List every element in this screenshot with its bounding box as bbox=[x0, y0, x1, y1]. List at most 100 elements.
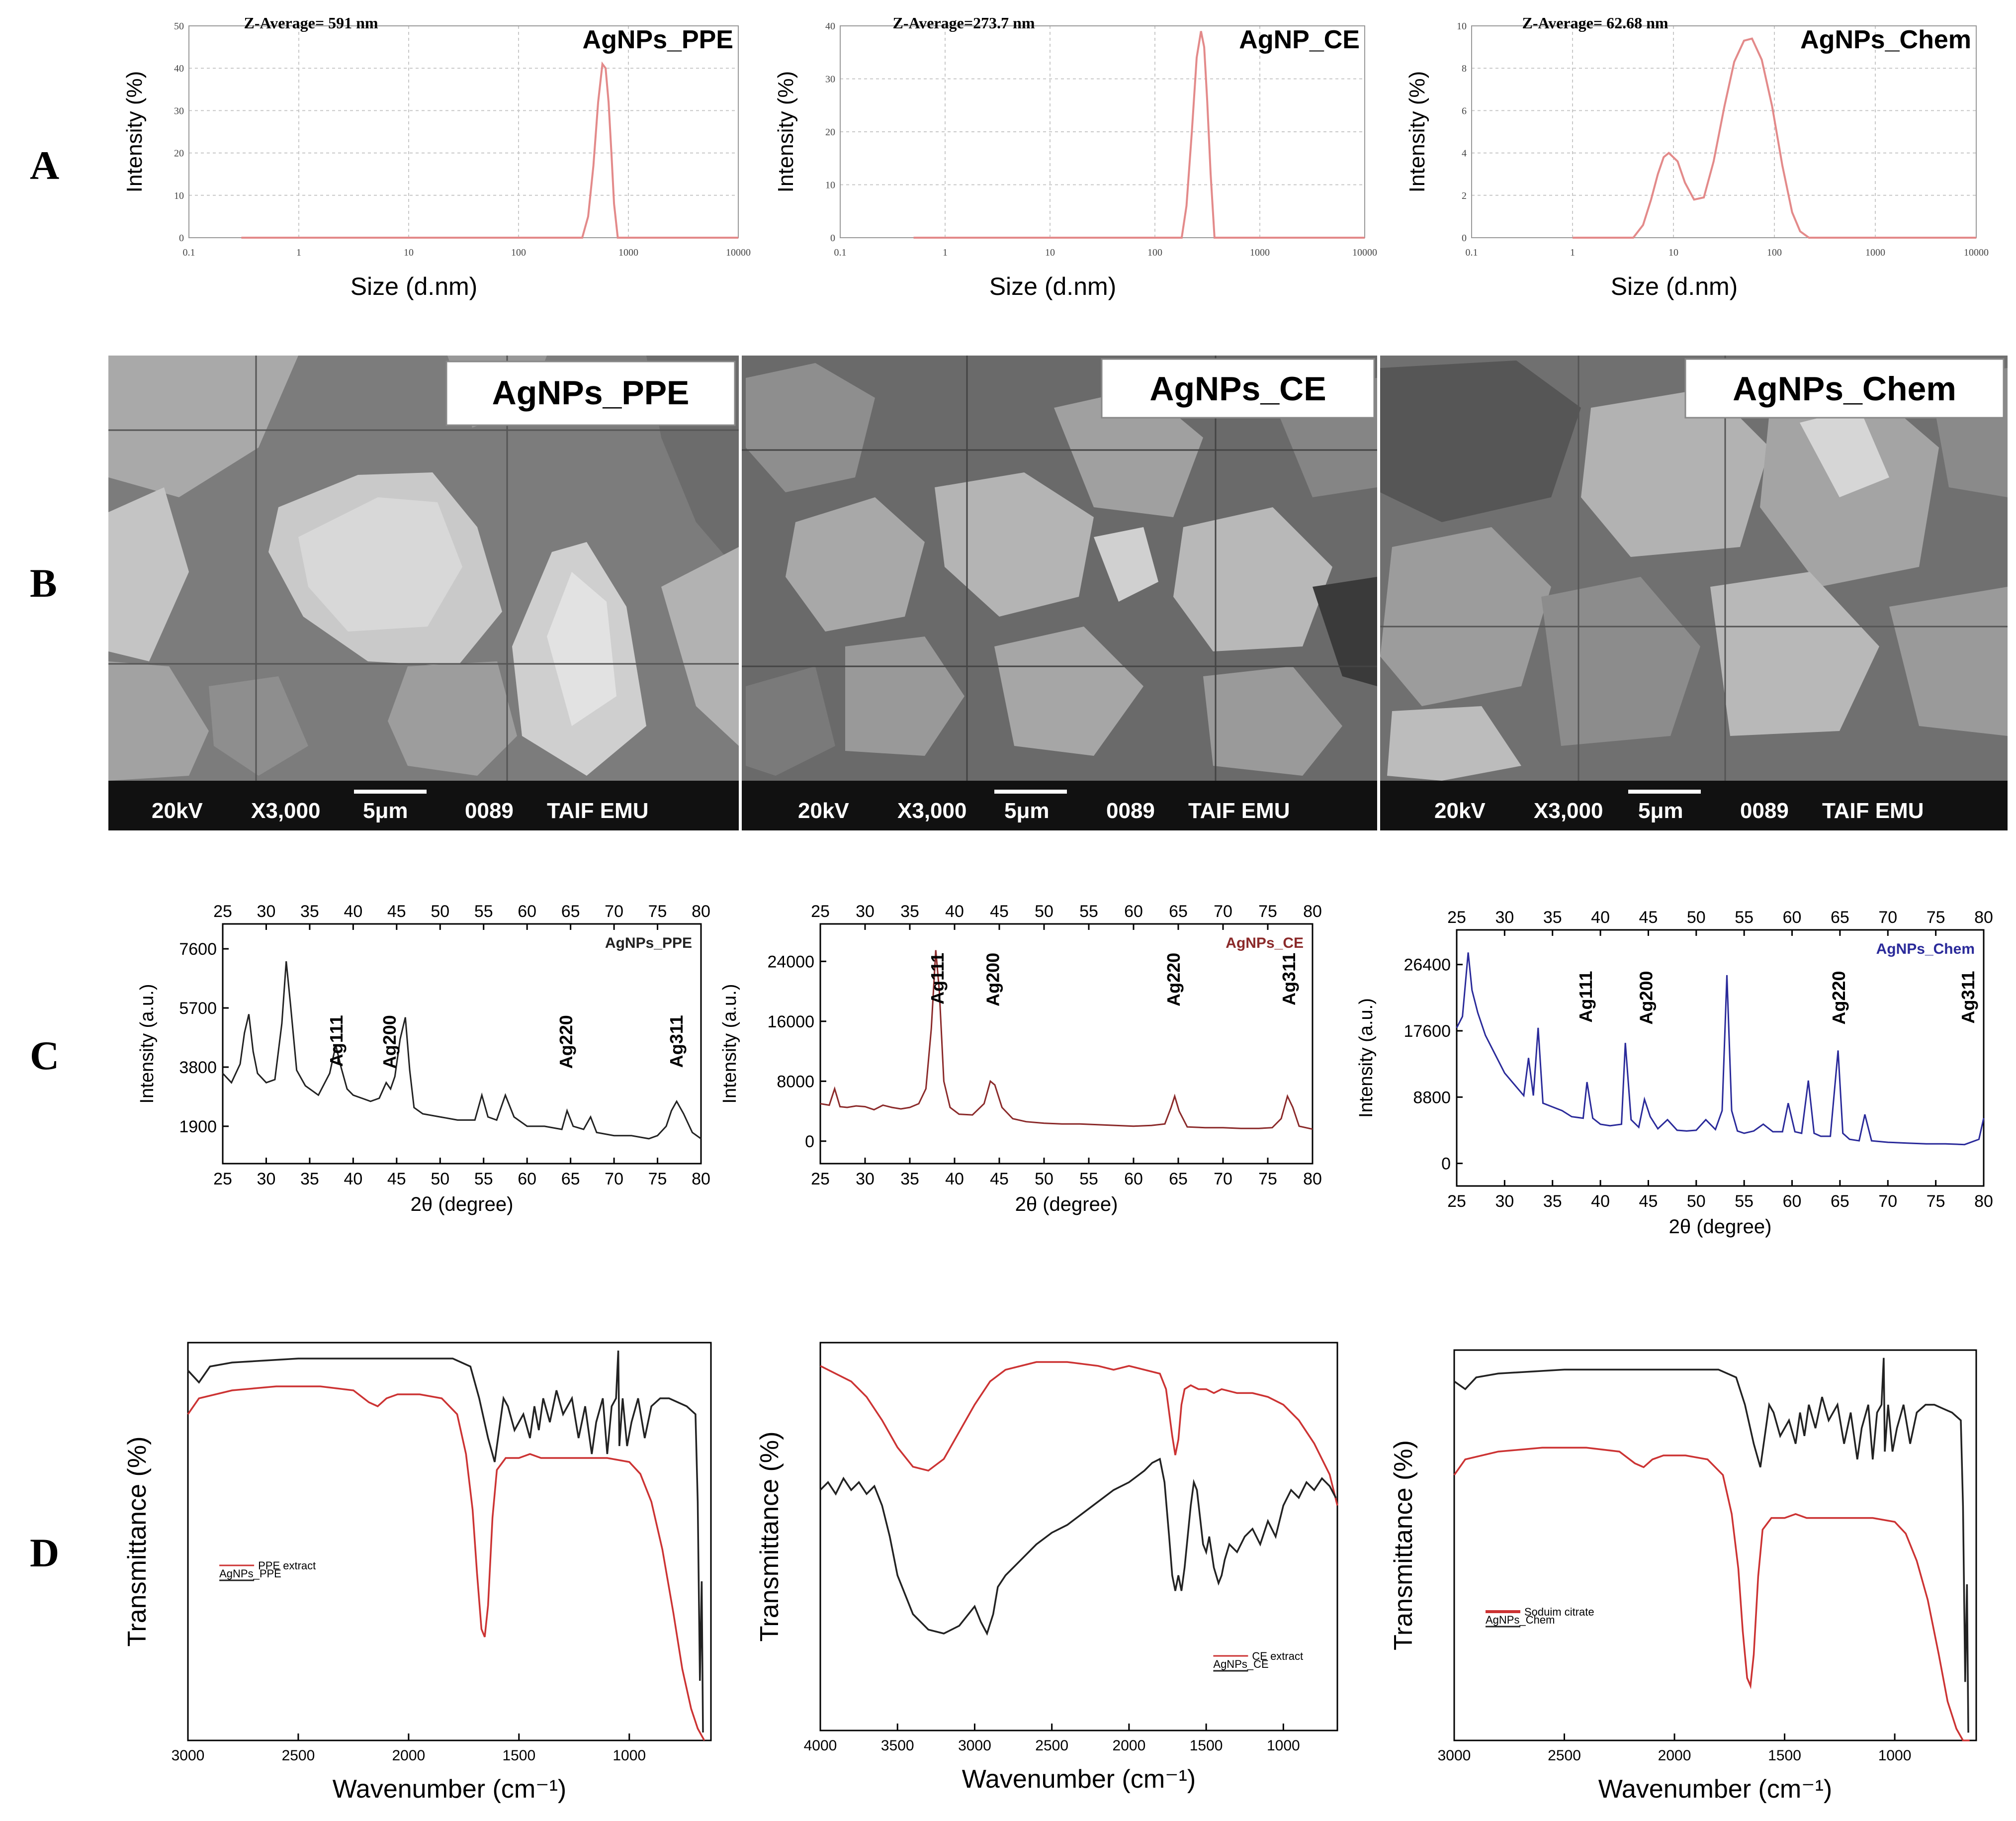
sem-ce-voltage: 20kV bbox=[798, 799, 849, 823]
xrd-ppe-x-tick-label: 40 bbox=[344, 1170, 362, 1188]
xrd-ppe-x-tick-label: 45 bbox=[387, 1170, 406, 1188]
xrd-ce-x-tick-label: 55 bbox=[1079, 1170, 1098, 1188]
xrd-ce-x-tick-label-top: 60 bbox=[1124, 902, 1143, 921]
dls-ppe-zaverage: Z-Average= 591 nm bbox=[244, 14, 378, 32]
dls-ppe-y-tick-label: 10 bbox=[174, 190, 184, 201]
dls-chem-y-axis-label: Intensity (%) bbox=[1405, 71, 1429, 193]
dls-ce-series-line bbox=[913, 31, 1365, 239]
dls-chem-x-axis-label: Size (d.nm) bbox=[1611, 273, 1738, 300]
xrd-chem-legend: AgNPs_Chem bbox=[1876, 941, 1975, 957]
row-label-c: C bbox=[30, 1033, 59, 1078]
ftir-ce-x-tick-label: 2500 bbox=[1035, 1737, 1068, 1754]
xrd-chem-y-tick-label: 26400 bbox=[1403, 956, 1451, 975]
sem-image-chem bbox=[1380, 356, 2008, 830]
sem-chem-lab: TAIF EMU bbox=[1822, 799, 1924, 823]
sem-title-ce: AgNPs_CE bbox=[1149, 370, 1326, 408]
xrd-chem-y-tick-label: 0 bbox=[1441, 1155, 1451, 1174]
dls-ce-y-axis-label: Intensity (%) bbox=[774, 71, 798, 193]
dls-ppe-x-tick-label: 100 bbox=[511, 247, 526, 258]
ftir-ppe-x-tick-label: 1000 bbox=[613, 1747, 646, 1764]
xrd-ce-x-tick-label: 50 bbox=[1035, 1170, 1053, 1188]
sem-ppe-id: 0089 bbox=[465, 799, 514, 823]
dls-chem-x-tick-label: 0.1 bbox=[1466, 247, 1478, 258]
row-label-d: D bbox=[30, 1530, 59, 1575]
xrd-ce-x-tick-label: 75 bbox=[1258, 1170, 1277, 1188]
xrd-ppe-x-tick-label-top: 50 bbox=[431, 902, 449, 921]
ftir-ce-x-tick-label: 3000 bbox=[958, 1737, 991, 1754]
ftir-chem-series-agnps-line bbox=[1453, 1358, 1969, 1733]
xrd-chem-frame bbox=[1456, 929, 1985, 1187]
dls-chem-title: AgNPs_Chem bbox=[1800, 25, 1971, 54]
xrd-ppe-x-tick-label: 25 bbox=[213, 1170, 232, 1188]
dls-chart-chem: 0.1 1 10 100 1000 10000 0 2 4 6 8 10 Z-Average= 62.6… bbox=[1405, 14, 1989, 300]
xrd-ppe-y-tick-label: 7600 bbox=[179, 940, 217, 959]
xrd-ppe-x-tick-label: 55 bbox=[474, 1170, 493, 1188]
xrd-chem-y-tick-label: 17600 bbox=[1403, 1022, 1451, 1041]
ftir-chem-x-tick-label: 1000 bbox=[1878, 1747, 1912, 1764]
xrd-chem-peak-label: Ag200 bbox=[1636, 971, 1657, 1024]
xrd-ce-x-tick-label: 45 bbox=[990, 1170, 1009, 1188]
ftir-chem-x-tick-label: 2000 bbox=[1658, 1747, 1691, 1764]
xrd-chem-x-tick-label: 60 bbox=[1783, 1192, 1802, 1211]
xrd-ppe-x-tick-label-top: 75 bbox=[648, 902, 667, 921]
ftir-ce-series-agnps-line bbox=[819, 1457, 1337, 1636]
dls-chem-y-tick-label: 10 bbox=[1457, 21, 1467, 32]
dls-chem-x-tick-label: 10000 bbox=[1964, 247, 1989, 258]
xrd-ce-x-tick-label-top: 70 bbox=[1214, 902, 1232, 921]
xrd-ppe-x-tick-label: 60 bbox=[518, 1170, 536, 1188]
ftir-ppe-x-tick-label: 2500 bbox=[282, 1747, 315, 1764]
ftir-chem-legend-label: AgNPs_Chem bbox=[1486, 1614, 1555, 1626]
dls-chem-series-line bbox=[1573, 37, 1976, 239]
dls-ce-zaverage: Z-Average=273.7 nm bbox=[893, 14, 1035, 32]
sem-ce-id: 0089 bbox=[1106, 799, 1155, 823]
sem-ppe-scale: 5μm bbox=[363, 799, 408, 823]
xrd-ce-peak-label: Ag111 bbox=[927, 953, 948, 1004]
row-label-b: B bbox=[30, 560, 57, 606]
dls-ce-x-tick-label: 1 bbox=[943, 247, 948, 258]
xrd-chem-peak-label: Ag311 bbox=[1958, 971, 1978, 1023]
xrd-chart-chem: 25 25 30 30 35 35 40 40 45 45 50 50 55 55 60 60 65 65 70 70… bbox=[1356, 908, 1993, 1238]
xrd-chem-x-tick-label: 50 bbox=[1687, 1192, 1706, 1211]
xrd-ce-legend: AgNPs_CE bbox=[1226, 935, 1304, 951]
xrd-ce-x-tick-label: 70 bbox=[1214, 1170, 1232, 1188]
xrd-ppe-x-tick-label: 70 bbox=[605, 1170, 623, 1188]
dls-chem-y-tick-label: 8 bbox=[1462, 63, 1467, 74]
xrd-ce-x-tick-label: 80 bbox=[1303, 1170, 1322, 1188]
dls-ppe-y-tick-label: 20 bbox=[174, 148, 184, 159]
xrd-ce-x-tick-label: 25 bbox=[811, 1170, 830, 1188]
sem-title-ppe: AgNPs_PPE bbox=[492, 374, 690, 412]
xrd-chem-series-line bbox=[1456, 952, 1985, 1146]
dls-ce-x-tick-label: 100 bbox=[1147, 247, 1162, 258]
dls-ppe-y-tick-label: 0 bbox=[179, 233, 184, 244]
xrd-ce-x-tick-label-top: 40 bbox=[945, 902, 964, 921]
ftir-chem-legend-label: Soduim citrate bbox=[1524, 1606, 1594, 1618]
xrd-ppe-legend: AgNPs_PPE bbox=[605, 935, 692, 951]
ftir-ce-x-tick-label: 2000 bbox=[1113, 1737, 1146, 1754]
dls-chart-ce: 0.1 1 10 100 1000 10000 0 10 20 30 40 Z-Average=273… bbox=[774, 14, 1377, 300]
xrd-chem-x-tick-label: 75 bbox=[1927, 1192, 1945, 1211]
dls-ppe-y-tick-label: 30 bbox=[174, 105, 184, 116]
dls-ce-x-tick-label: 10000 bbox=[1352, 247, 1377, 258]
xrd-ce-x-tick-label-top: 25 bbox=[811, 902, 830, 921]
xrd-chem-x-tick-label-top: 65 bbox=[1831, 908, 1849, 927]
xrd-ce-y-tick-label: 8000 bbox=[777, 1072, 814, 1091]
ftir-ce-y-axis-label: Transmittance (%) bbox=[755, 1432, 784, 1642]
ftir-ppe-frame bbox=[187, 1342, 712, 1741]
xrd-ce-y-tick-label: 16000 bbox=[767, 1012, 814, 1031]
xrd-chem-x-tick-label: 80 bbox=[1974, 1192, 1993, 1211]
xrd-ce-series-line bbox=[820, 950, 1313, 1130]
xrd-chem-x-tick-label: 35 bbox=[1543, 1192, 1562, 1211]
xrd-chem-x-axis-label: 2θ (degree) bbox=[1669, 1216, 1772, 1238]
xrd-ppe-x-tick-label: 75 bbox=[648, 1170, 667, 1188]
dls-ce-y-tick-label: 10 bbox=[825, 180, 835, 191]
xrd-chem-x-tick-label-top: 60 bbox=[1783, 908, 1802, 927]
sem-ce-lab: TAIF EMU bbox=[1188, 799, 1290, 823]
xrd-chem-x-tick-label-top: 75 bbox=[1927, 908, 1945, 927]
xrd-ppe-y-tick-label: 1900 bbox=[179, 1117, 217, 1136]
ftir-chem-x-tick-label: 3000 bbox=[1438, 1747, 1471, 1764]
dls-ppe-series-line bbox=[241, 61, 738, 239]
dls-ce-x-tick-label: 1000 bbox=[1250, 247, 1270, 258]
xrd-ce-y-tick-label: 24000 bbox=[767, 952, 814, 971]
dls-ppe-y-tick-label: 40 bbox=[174, 63, 184, 74]
dls-chem-frame bbox=[1471, 25, 1977, 238]
